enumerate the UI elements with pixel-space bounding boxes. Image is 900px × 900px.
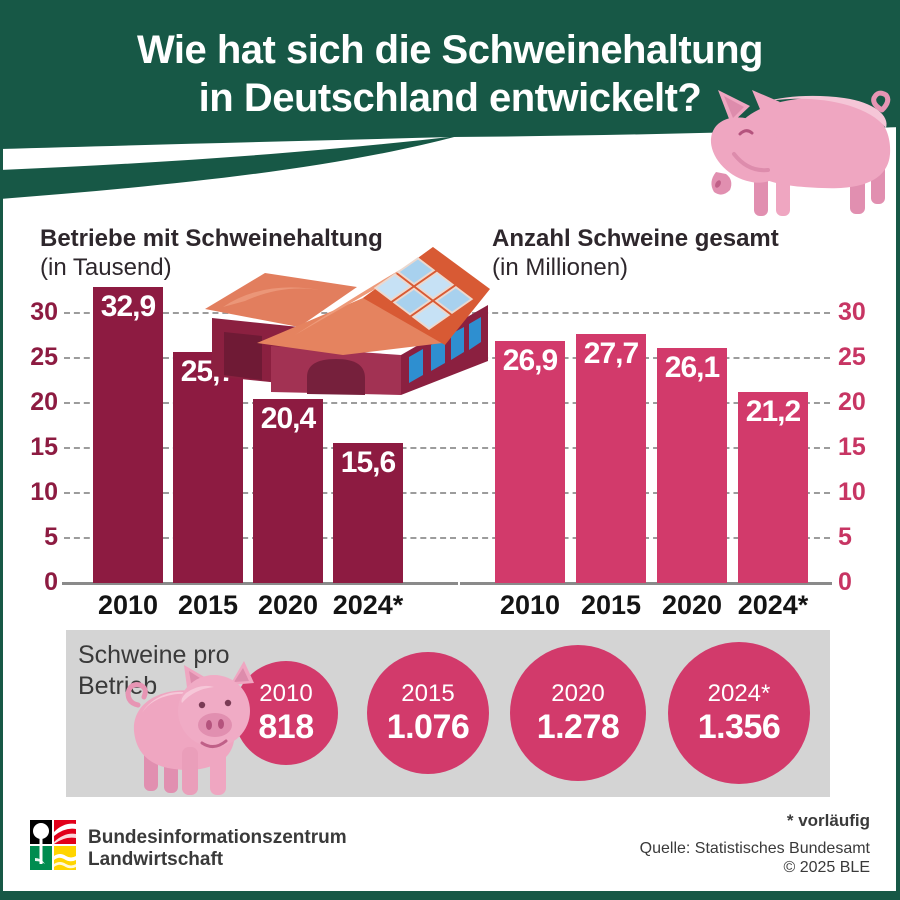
page-title: Wie hat sich die Schweinehaltung in Deut…	[0, 26, 900, 122]
footnote-preliminary: * vorläufig	[786, 811, 870, 830]
bubble-value-label: 818	[258, 708, 314, 746]
y-axis-tick-label: 20	[30, 388, 58, 416]
farm-building-icon	[205, 247, 490, 395]
y-axis-tick-label: 5	[838, 523, 852, 551]
gridline	[462, 402, 830, 404]
bar-value-label: 20,4	[260, 402, 316, 435]
chart-title-left-line1: Betriebe mit Schweinehaltung	[40, 225, 383, 252]
pigs-per-farm-label-line1: Schweine pro	[78, 641, 230, 669]
gridline	[462, 492, 830, 494]
x-axis-category-label: 2015	[177, 590, 239, 620]
y-axis-tick-label: 25	[30, 343, 58, 371]
y-axis-tick-label: 0	[838, 568, 852, 596]
bar-value-label: 26,1	[664, 351, 720, 384]
frame-edge-right	[896, 0, 900, 900]
x-axis-category-label: 2010	[97, 590, 159, 620]
frame-edge-left	[0, 0, 3, 900]
bubble-year-label: 2024*	[707, 680, 771, 707]
gridline	[462, 312, 830, 314]
header-background	[0, 0, 900, 199]
bubble-year-label: 2010	[259, 680, 313, 707]
bubble-value-label: 1.278	[536, 708, 620, 746]
chart-title-right-line1: Anzahl Schweine gesamt	[492, 225, 779, 252]
organization-logo	[30, 820, 76, 870]
y-axis-tick-label: 10	[838, 478, 866, 506]
x-axis-category-label: 2010	[499, 590, 561, 620]
y-axis-tick-label: 15	[838, 433, 866, 461]
bar-2010: 26,9	[495, 341, 565, 583]
bar-value-label: 15,6	[340, 446, 396, 479]
bubble-year-label: 2020	[551, 680, 605, 707]
gridline	[462, 537, 830, 539]
pig-front-icon	[125, 661, 254, 795]
bar-value-label: 26,9	[502, 344, 558, 377]
y-axis-tick-label: 30	[838, 298, 866, 326]
chart-title-right-line2: (in Millionen)	[492, 254, 629, 281]
bubble-2015: 2015 1.076	[367, 652, 489, 774]
x-axis-category-label: 2024*	[332, 590, 404, 620]
bar-value-label: 32,9	[100, 290, 156, 323]
chart-title-left-line2: (in Tausend)	[40, 254, 172, 281]
y-axis-tick-label: 20	[838, 388, 866, 416]
gridline	[462, 357, 830, 359]
x-axis-baseline	[62, 582, 458, 585]
bar-value-label: 21,2	[745, 395, 801, 428]
source-line2: © 2025 BLE	[783, 859, 870, 876]
organization-name: Bundesinformationszentrum Landwirtschaft	[88, 827, 347, 871]
bar-2020: 20,4	[253, 399, 323, 583]
y-axis-tick-label: 5	[44, 523, 58, 551]
organization-name-line1: Bundesinformationszentrum	[88, 827, 347, 848]
chart-title-right: Anzahl Schweine gesamt (in Millionen)	[492, 224, 779, 282]
bar-2020: 26,1	[657, 348, 727, 583]
frame-edge-bottom	[0, 891, 900, 900]
bubble-value-label: 1.356	[697, 708, 781, 746]
bubble-year-label: 2015	[401, 680, 455, 707]
source-attribution: Quelle: Statistisches Bundesamt © 2025 B…	[640, 839, 870, 877]
page-title-line1: Wie hat sich die Schweinehaltung	[137, 28, 763, 72]
y-axis-tick-label: 30	[30, 298, 58, 326]
y-axis-tick-label: 25	[838, 343, 866, 371]
chart-title-left: Betriebe mit Schweinehaltung (in Tausend…	[40, 224, 383, 282]
x-axis-baseline	[460, 582, 832, 585]
y-axis-tick-label: 15	[30, 433, 58, 461]
x-axis-category-label: 2015	[580, 590, 642, 620]
bar-2010: 32,9	[93, 287, 163, 583]
x-axis-category-label: 2020	[257, 590, 319, 620]
bubble-2024: 2024* 1.356	[668, 642, 810, 784]
bar-value-label: 27,7	[583, 337, 639, 370]
bar-2015: 27,7	[576, 334, 646, 583]
y-axis-tick-label: 0	[44, 568, 58, 596]
page-title-line2: in Deutschland entwickelt?	[198, 76, 702, 120]
bar-2024: 21,2	[738, 392, 808, 583]
bubble-value-label: 1.076	[386, 708, 470, 746]
gridline	[462, 447, 830, 449]
x-axis-category-label: 2020	[661, 590, 723, 620]
x-axis-category-label: 2024*	[737, 590, 809, 620]
pig-side-icon	[710, 90, 891, 216]
bubble-2020: 2020 1.278	[510, 645, 646, 781]
source-line1: Quelle: Statistisches Bundesamt	[639, 840, 870, 857]
bar-2024: 15,6	[333, 443, 403, 583]
organization-name-line2: Landwirtschaft	[88, 849, 224, 870]
y-axis-tick-label: 10	[30, 478, 58, 506]
